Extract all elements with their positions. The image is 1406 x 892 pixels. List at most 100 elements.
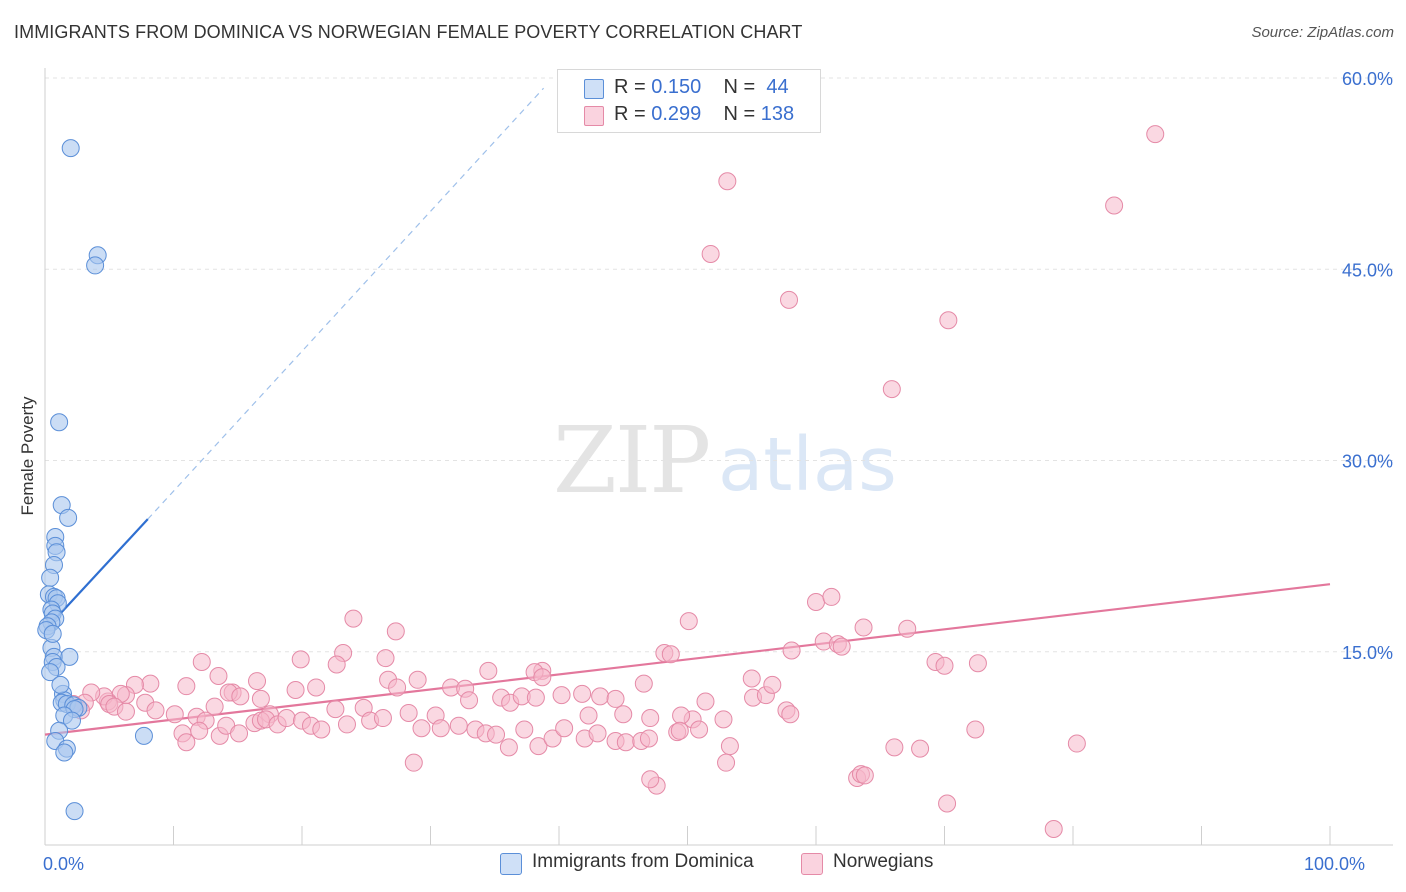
dominica-point	[51, 675, 70, 694]
norwegians-point	[230, 724, 249, 743]
norwegians-point	[939, 311, 958, 330]
norwegians-point	[690, 720, 709, 739]
chart-source: Source: ZipAtlas.com	[1251, 24, 1394, 41]
dominica-point	[60, 647, 79, 666]
dominica-point	[86, 256, 105, 275]
norwegians-point	[555, 719, 574, 738]
norwegians-point	[190, 721, 209, 740]
dominica-point	[59, 508, 78, 527]
norwegians-point	[533, 668, 552, 687]
norwegians-point	[606, 689, 625, 708]
norwegians-point	[248, 672, 267, 691]
norwegians-points	[64, 125, 1165, 838]
dominica-points	[37, 139, 153, 821]
dominica-point	[43, 624, 62, 643]
norwegians-point	[1067, 734, 1086, 753]
norwegians-point	[641, 770, 660, 789]
norwegians-point	[573, 684, 592, 703]
dominica-trend-line	[44, 518, 149, 631]
norwegians-point	[782, 641, 801, 660]
y-tick-label-45: 45.0%	[1342, 260, 1393, 280]
norwegians-point	[449, 716, 468, 735]
norwegians-point	[614, 705, 633, 724]
norwegians-point	[337, 715, 356, 734]
trend-lines	[44, 87, 1331, 736]
norwegians-point	[344, 609, 363, 628]
bottom-legend-swatch-dominica	[500, 853, 522, 875]
legend-r-label: R =	[614, 103, 646, 125]
norwegians-point	[670, 721, 689, 740]
norwegians-point	[552, 686, 571, 705]
norwegians-point	[822, 587, 841, 606]
watermark-atlas: atlas	[718, 422, 897, 508]
legend-swatch-dominica	[584, 79, 604, 99]
norwegians-point	[807, 593, 825, 612]
norwegians-point	[701, 244, 720, 263]
correlation-legend: R = 0.150 N = 44 R = 0.299 N = 138	[557, 69, 821, 133]
norwegians-point	[487, 725, 506, 744]
norwegians-point	[938, 794, 957, 813]
norwegians-point	[641, 709, 660, 728]
axes	[44, 68, 1393, 846]
dominica-point	[50, 413, 69, 432]
legend-n-value-dominica: 44	[766, 76, 789, 98]
x-tick-labels: 0.0% 100.0%	[43, 854, 1365, 874]
norwegians-point	[388, 678, 407, 697]
norwegians-point	[141, 674, 160, 693]
norwegians-point	[146, 701, 165, 720]
dominica-point	[41, 568, 60, 587]
bottom-legend-label-norwegians: Norwegians	[833, 851, 934, 872]
norwegians-point	[714, 710, 733, 729]
legend-n-label: N =	[723, 76, 756, 98]
bottom-legend-label-dominica: Immigrants from Dominica	[532, 851, 754, 872]
norwegians-point	[780, 290, 799, 309]
norwegians-point	[251, 689, 270, 708]
bottom-legend-swatch-norwegians	[801, 853, 823, 875]
norwegians-point	[376, 649, 395, 668]
norwegians-point	[526, 688, 545, 707]
norwegians-point	[672, 706, 691, 725]
norwegians-point	[277, 709, 296, 728]
norwegians-point	[205, 697, 224, 716]
x-tick-label-0: 0.0%	[43, 854, 84, 874]
norwegians-point	[966, 720, 985, 739]
norwegians-point	[327, 655, 346, 674]
legend-r-value-norwegians: 0.299	[651, 103, 702, 125]
norwegians-point	[177, 733, 196, 752]
norwegians-point	[326, 700, 345, 719]
norwegians-point	[177, 677, 196, 696]
norwegians-point	[935, 656, 954, 675]
norwegians-point	[742, 669, 761, 688]
norwegians-point	[616, 733, 635, 752]
norwegians-point	[165, 705, 184, 724]
norwegians-point	[404, 753, 423, 772]
norwegians-point	[291, 650, 310, 669]
x-tick-label-100: 100.0%	[1304, 854, 1365, 874]
norwegians-point	[307, 678, 326, 697]
legend-r-label: R =	[614, 76, 646, 98]
norwegians-point	[312, 720, 331, 739]
dominica-point	[65, 802, 84, 821]
norwegians-point	[911, 739, 930, 758]
gridlines	[45, 77, 1393, 653]
dominica-point	[134, 726, 153, 745]
norwegians-point	[479, 661, 498, 680]
norwegians-point	[579, 706, 598, 725]
dominica-trend-extension	[147, 87, 545, 520]
norwegians-point	[639, 729, 658, 748]
legend-n-value-norwegians: 138	[760, 103, 795, 125]
y-tick-label-30: 30.0%	[1342, 452, 1393, 472]
norwegians-point	[661, 645, 680, 664]
chart-title: IMMIGRANTS FROM DOMINICA VS NORWEGIAN FE…	[14, 22, 803, 42]
norwegians-point	[408, 670, 427, 689]
norwegians-point	[399, 703, 418, 722]
dominica-point	[41, 663, 60, 682]
norwegians-point	[588, 724, 607, 743]
norwegians-point	[591, 687, 610, 706]
norwegians-point	[386, 622, 405, 641]
norwegians-point	[968, 654, 987, 673]
dominica-point	[55, 743, 74, 762]
norwegians-point	[1044, 819, 1063, 838]
norwegians-point	[209, 666, 228, 685]
